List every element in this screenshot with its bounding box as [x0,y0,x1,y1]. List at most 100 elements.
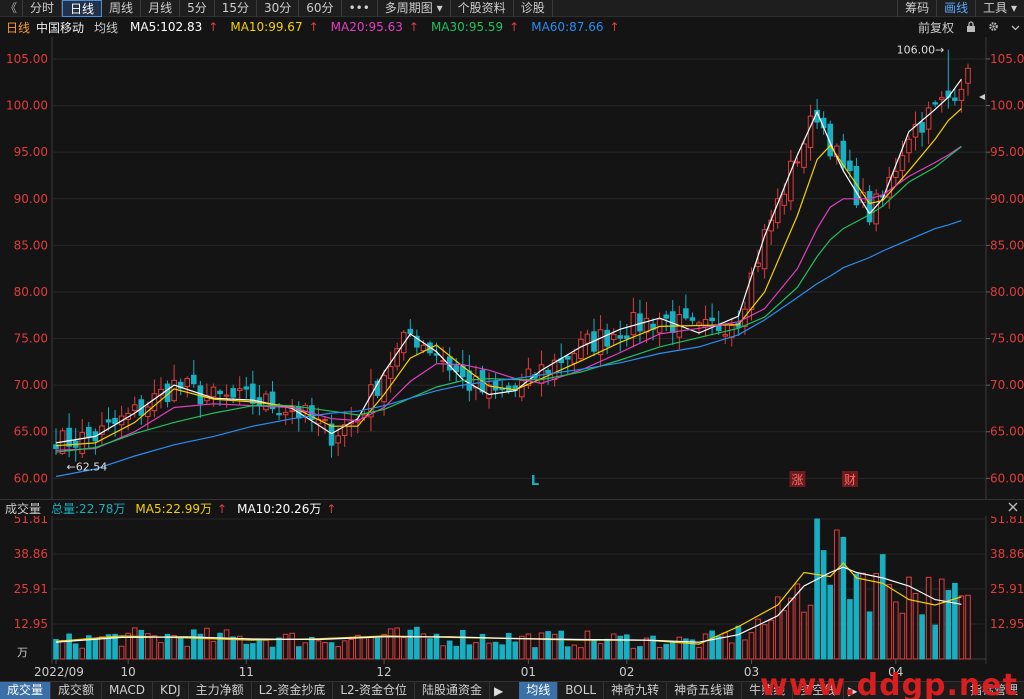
candle-down [847,160,853,172]
y-tick-label-left: 85.00 [14,238,48,252]
tab-ma[interactable]: 均线 [519,682,559,699]
candle-down [735,323,742,328]
volume-ma10-text: MA10:20.26万 [237,501,322,516]
volume-bar-up [807,604,814,660]
x-tick-label: 10 [121,665,136,679]
volume-bar-up [204,627,210,660]
volume-bar-up [656,646,663,660]
gear-icon[interactable] [988,21,999,35]
candle-up [578,338,584,360]
candle-up [597,329,604,356]
tab-volume[interactable]: 成交量 [0,682,52,699]
ma-label[interactable]: 均线 [94,20,119,35]
tab-30min[interactable]: 30分 [257,0,300,17]
adjust-mode-button[interactable]: 前复权 [917,21,954,35]
tools-button[interactable]: 工具 ▾ [975,0,1024,17]
candle-up [788,160,794,202]
volume-bar-down [250,643,256,660]
indicator-manage-button[interactable]: 指标管理 [963,682,1024,699]
volume-bar-down [427,638,433,660]
volume-ma5-text: MA5:22.99万 [135,501,213,516]
y-tick-label-right: 25.91 [990,582,1024,596]
volume-ma5: MA5:22.99万 ↑ [130,500,227,517]
more-periods-button[interactable]: ••• [342,0,378,17]
chevron-right-icon[interactable]: ▶ [494,683,504,698]
y-tick-label-left: 51.81 [14,516,48,526]
y-tick-label-right: 70.00 [990,378,1024,392]
volume-label: 成交量 [5,501,42,516]
candle-down [866,191,873,223]
chips-button[interactable]: 筹码 [897,0,936,17]
tab-magic-five[interactable]: 神奇五线谱 [667,682,743,699]
volume-bar-up [860,572,866,660]
volume-bar-up [893,601,899,660]
x-tick-label: 2022/09 [34,665,84,679]
y-tick-label-left: 60.00 [14,471,48,485]
tab-kdj[interactable]: KDJ [153,682,189,699]
tab-boll[interactable]: BOLL [558,682,605,699]
volume-bar-down [433,633,440,660]
tab-macd[interactable]: MACD [102,682,154,699]
volume-chart[interactable]: 51.81 51.81 38.86 38.86 25.91 25.91 12.95 12.95… [0,516,1024,681]
double-chevron-left-icon[interactable]: 《 [0,0,24,17]
event-marker-l: L [531,474,539,489]
volume-bar-down [309,636,315,660]
tools-label: 工具 [983,0,1008,15]
candle-down [407,328,414,335]
tab-intraday[interactable]: 分时 [23,0,63,17]
tab-magic-nine[interactable]: 神奇九转 [604,682,668,699]
tab-weekly[interactable]: 周线 [102,0,142,17]
candle-down [663,314,669,319]
tab-l2-bottom[interactable]: L2-资金抄底 [252,682,334,699]
tab-monthly[interactable]: 月线 [141,0,181,17]
tab-60min[interactable]: 60分 [299,0,342,17]
event-marker: 涨 [791,472,803,487]
tab-5min[interactable]: 5分 [180,0,215,17]
candle-down [709,317,715,322]
candle-up [381,375,387,403]
volume-bar-down [663,643,669,660]
draw-line-button[interactable]: 画线 [936,0,975,17]
candle-up [184,377,191,388]
diagnose-button[interactable]: 诊股 [514,0,553,17]
tab-l2-position[interactable]: L2-资金仓位 [333,682,415,699]
volume-bar-up [519,635,525,660]
chevron-right-icon[interactable]: ▶ [848,683,858,698]
up-arrow-icon: ↑ [308,20,319,34]
tab-northbound[interactable]: 陆股通资金 [415,682,491,699]
candle-down [840,140,847,168]
tab-turnover[interactable]: 成交额 [51,682,103,699]
high-price-annotation: 106.00→ [897,44,945,57]
tab-15min[interactable]: 15分 [215,0,257,17]
multi-period-dropdown[interactable]: 多周期图 ▾ [378,0,451,17]
close-icon[interactable] [1008,501,1018,515]
volume-bar-up [899,612,906,660]
volume-bar-up [906,576,912,660]
candle-up [335,435,341,444]
volume-bar-down [617,635,624,660]
chevron-down-icon[interactable] [1011,21,1020,35]
stock-info-button[interactable]: 个股资料 [451,0,514,17]
volume-bar-down [545,631,551,660]
period-label: 日线 [6,20,31,35]
candle-down [952,97,958,101]
candle-up [899,155,906,171]
volume-bar-down [683,638,689,660]
volume-bar-down [512,641,519,660]
tab-daily[interactable]: 日线 [62,0,103,17]
y-tick-label-left: 105.00 [6,52,48,66]
tab-long-short[interactable]: 多空线 [793,682,845,699]
candle-up [807,115,814,149]
candle-down [545,369,551,374]
price-chart[interactable]: 105.00 105.00 100.00 100.00 95.00 95.00 90.00 9… [0,37,1024,499]
lock-icon[interactable] [966,20,976,35]
volume-bar-down [164,633,171,660]
tab-bull-bear[interactable]: 牛熊线 [742,682,794,699]
y-tick-label-left: 65.00 [14,425,48,439]
volume-bar-up [79,647,86,660]
candle-up [755,262,761,267]
y-tick-label-left: 12.95 [14,617,48,631]
volume-bar-up [223,629,230,660]
tab-main-net[interactable]: 主力净额 [189,682,252,699]
volume-bar-down [92,638,99,660]
